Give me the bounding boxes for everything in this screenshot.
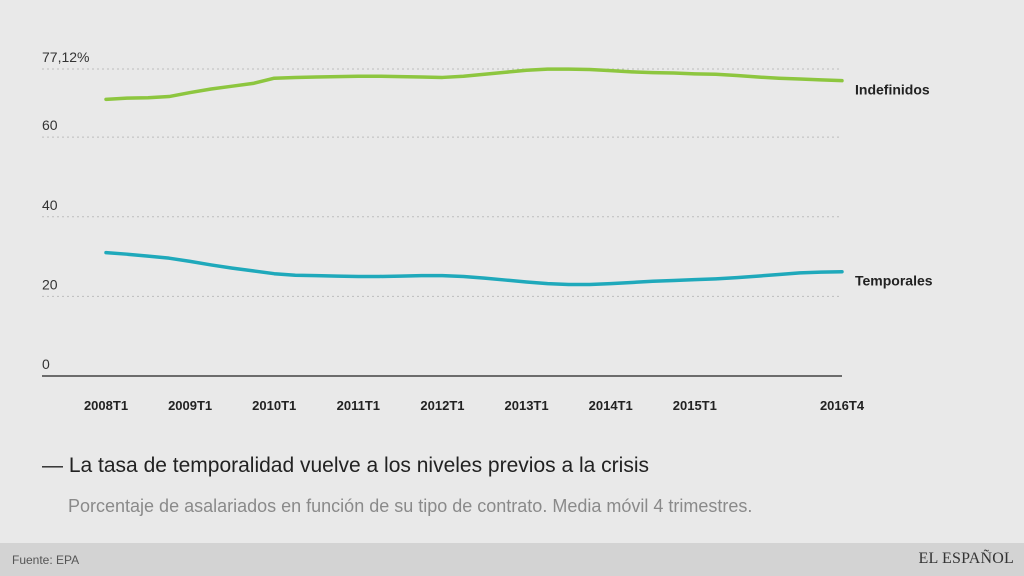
y-axis-ticks: 0 20 40 60 77,12% (42, 49, 89, 372)
chart-series-lines (104, 67, 844, 287)
brand-logo: EL ESPAÑOL (918, 550, 1014, 567)
x-tick-label: 2008T1 (84, 398, 128, 413)
chart-subtitle: Porcentaje de asalariados en función de … (68, 496, 753, 516)
x-tick-label: 2010T1 (252, 398, 296, 413)
x-tick-label: 2016T4 (820, 398, 865, 413)
x-tick-label: 2013T1 (505, 398, 549, 413)
x-tick-label: 2009T1 (168, 398, 212, 413)
chart-grid (42, 68, 842, 377)
chart-title-text: La tasa de temporalidad vuelve a los niv… (68, 454, 649, 477)
series-label-temporales: Temporales (855, 273, 933, 289)
y-tick-label: 40 (42, 197, 58, 213)
y-tick-label: 60 (42, 117, 58, 133)
x-tick-label: 2012T1 (420, 398, 464, 413)
footer-bar: Fuente: EPA EL ESPAÑOL (0, 543, 1024, 576)
x-axis-ticks: 2008T1 2009T1 2010T1 2011T1 2012T1 2013T1 2014… (84, 398, 865, 413)
y-tick-label: 20 (42, 276, 58, 292)
chart-series-labels: Indefinidos Temporales (855, 82, 933, 289)
source-label: Fuente: EPA (12, 553, 80, 567)
series-line-indefinidos (104, 67, 844, 102)
title-dash: — (42, 454, 63, 477)
x-tick-label: 2014T1 (589, 398, 633, 413)
x-tick-label: 2011T1 (337, 398, 380, 413)
x-tick-label: 2015T1 (673, 398, 717, 413)
series-label-indefinidos: Indefinidos (855, 82, 930, 98)
series-line-temporales (104, 250, 844, 287)
y-tick-label: 77,12% (42, 49, 89, 65)
chart-title: — La tasa de temporalidad vuelve a los n… (42, 454, 649, 478)
y-tick-label: 0 (42, 356, 50, 372)
